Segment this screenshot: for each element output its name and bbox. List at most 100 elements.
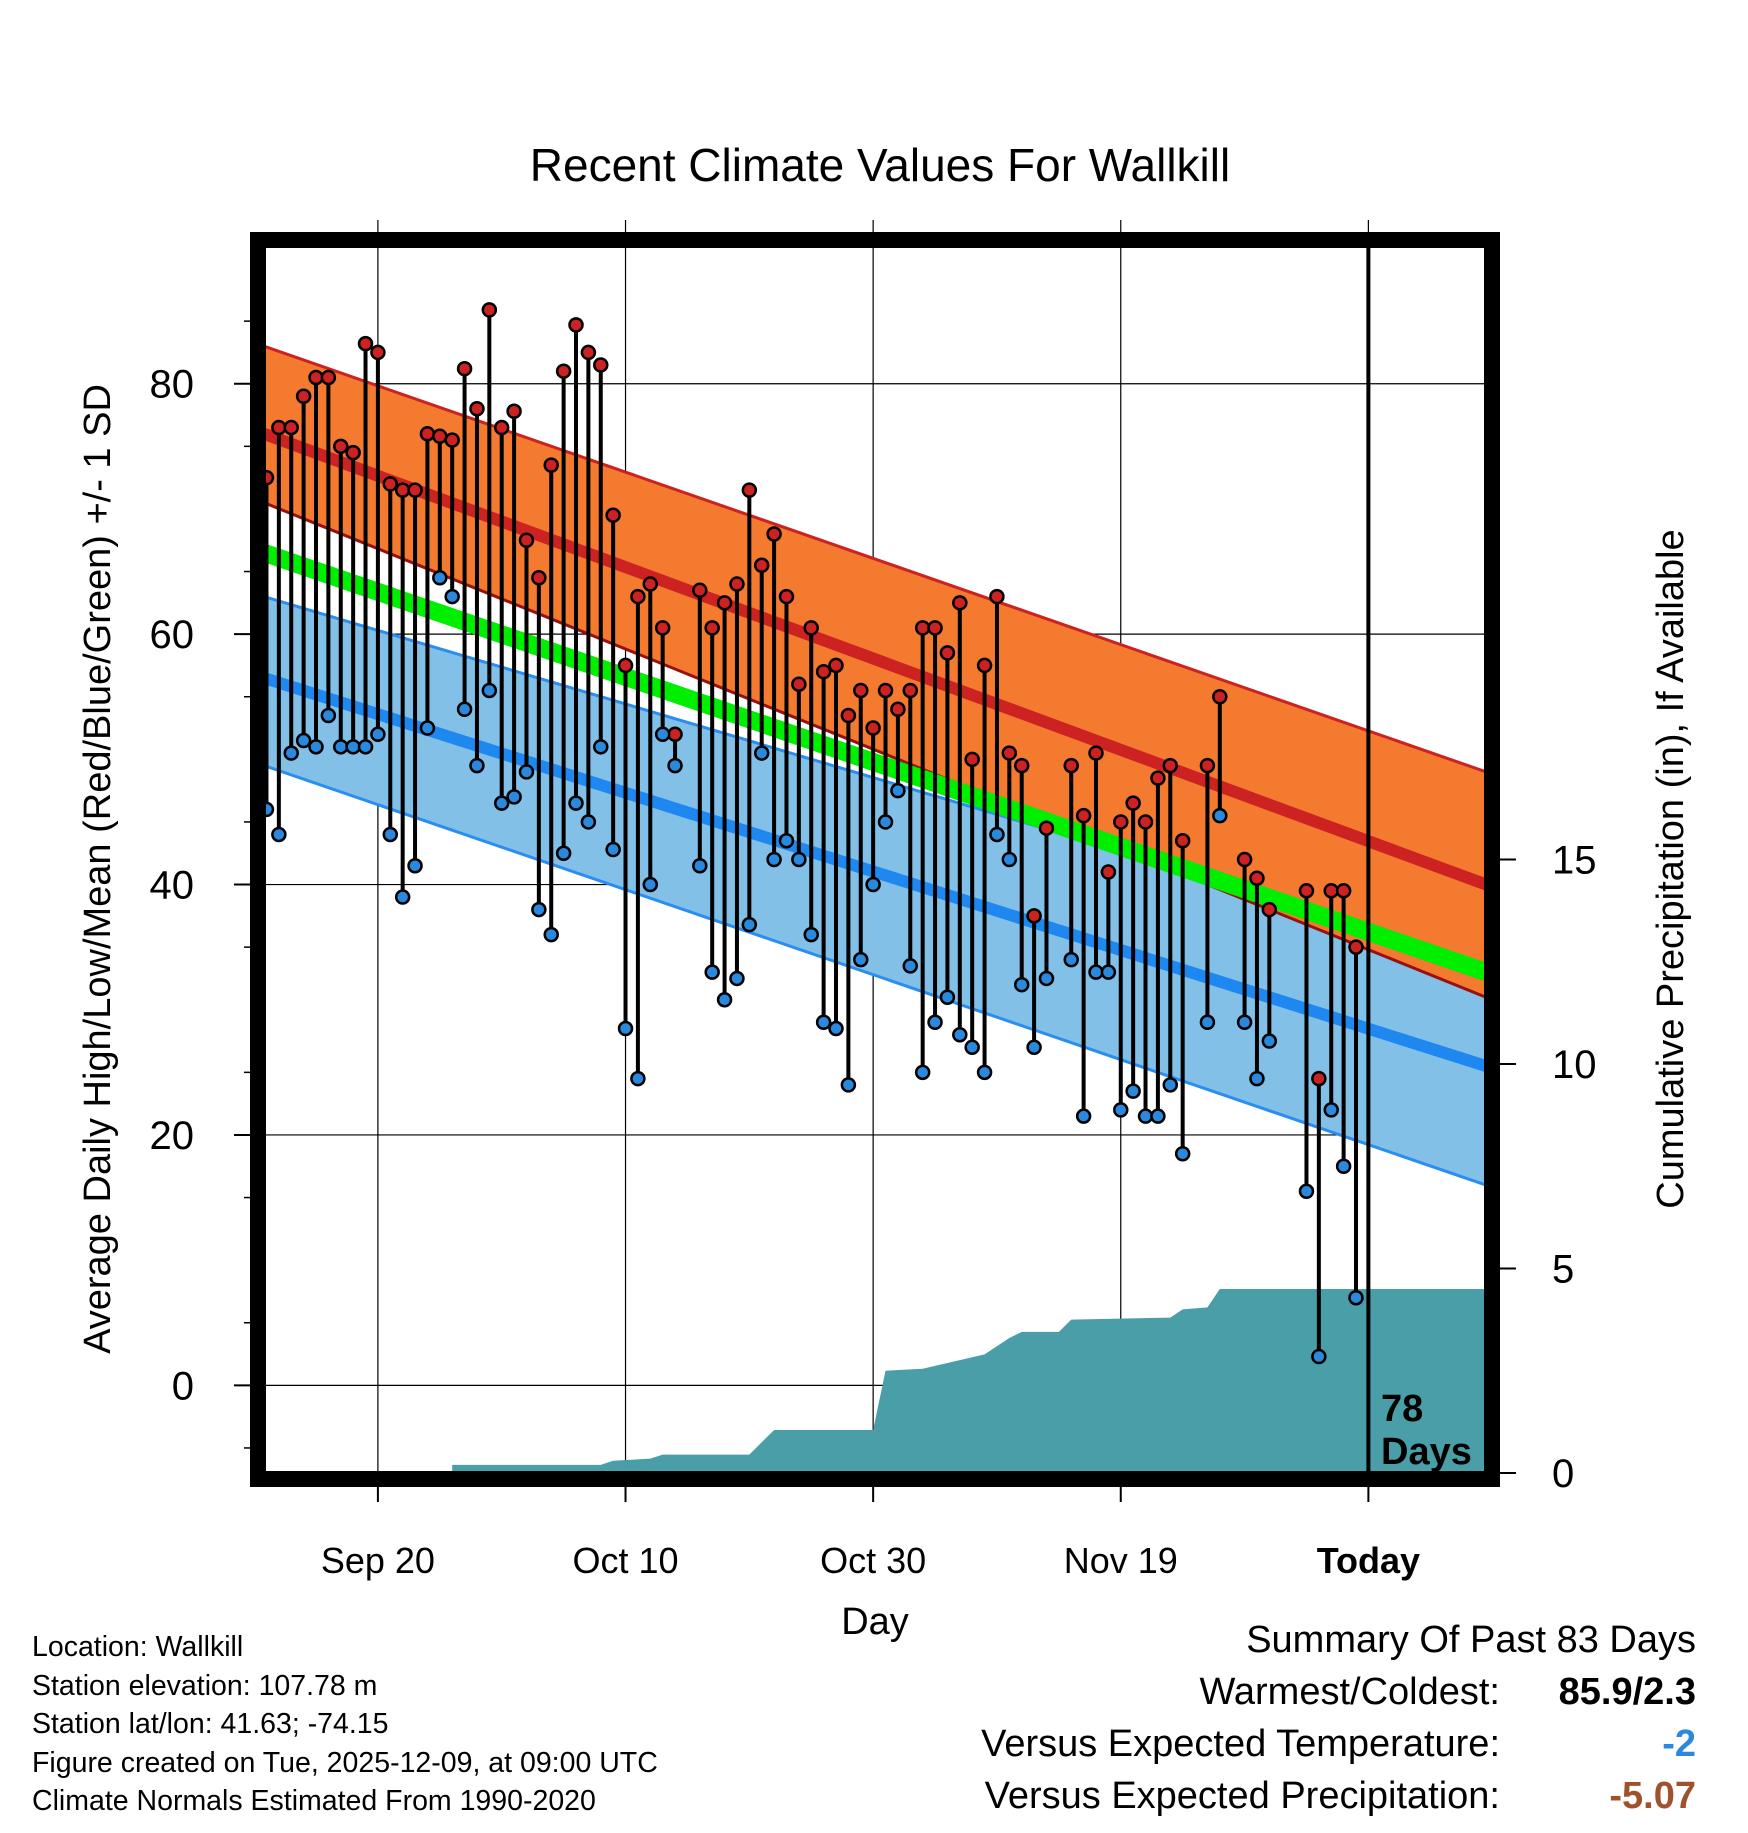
high-point — [1001, 745, 1018, 761]
low-point — [370, 726, 386, 743]
chart-title: Recent Climate Values For Wallkill — [530, 139, 1230, 191]
low-point — [1013, 976, 1030, 993]
high-point — [1100, 864, 1117, 880]
low-point — [1088, 964, 1104, 980]
high-point — [1298, 883, 1315, 899]
high-point — [1113, 814, 1129, 830]
high-point — [828, 657, 844, 674]
high-point — [766, 526, 782, 542]
y2-tick-label: 5 — [1552, 1248, 1574, 1292]
low-point — [654, 726, 671, 743]
high-point — [555, 363, 572, 379]
high-point — [308, 369, 324, 386]
low-point — [308, 739, 324, 755]
high-point — [1335, 883, 1352, 899]
high-point — [394, 482, 411, 498]
high-point — [1088, 745, 1104, 761]
high-point — [320, 369, 337, 386]
created-text: Figure created on Tue, 2025-12-09, at 09… — [32, 1746, 658, 1779]
high-point — [716, 595, 733, 611]
low-point — [593, 739, 609, 755]
low-point — [1323, 1102, 1339, 1118]
high-point — [1323, 883, 1339, 899]
low-point — [493, 795, 510, 811]
low-point — [295, 732, 312, 749]
high-point — [890, 701, 906, 718]
high-point — [1261, 901, 1278, 918]
high-point — [741, 482, 758, 498]
high-point — [1199, 757, 1216, 774]
low-point — [1174, 1145, 1191, 1162]
low-point — [1125, 1083, 1141, 1099]
high-point — [493, 419, 510, 436]
high-normal-line — [264, 428, 1486, 891]
high-point — [704, 620, 720, 636]
low-point — [580, 814, 597, 830]
y2-tick-label: 10 — [1552, 1043, 1597, 1087]
x-tick-label: Sep 20 — [321, 1540, 435, 1581]
low-point — [803, 926, 819, 943]
low-point — [853, 951, 869, 968]
daily-points — [258, 302, 1364, 1365]
y2-axis-label: Cumulative Precipitation (in), If Availa… — [1650, 529, 1692, 1208]
high-point — [1026, 908, 1042, 924]
high-point — [1150, 770, 1166, 786]
low-point — [630, 1070, 646, 1087]
summary-panel: Summary Of Past 83 Days Warmest/Coldest:… — [981, 1614, 1696, 1822]
high-point — [1249, 870, 1265, 887]
high-point — [989, 588, 1005, 605]
high-point — [1311, 1070, 1327, 1087]
low-point — [642, 876, 659, 893]
high-point — [1063, 757, 1079, 774]
x-tick-label: Today — [1317, 1540, 1420, 1581]
normals-text: Climate Normals Estimated From 1990-2020 — [32, 1785, 596, 1817]
low-point — [939, 989, 956, 1005]
low-point — [840, 1077, 857, 1093]
high-point — [964, 751, 980, 768]
low-point — [345, 739, 361, 755]
low-point — [394, 889, 411, 905]
warmest-coldest-value: 85.9/2.3 — [1558, 1671, 1696, 1713]
high-point — [518, 532, 535, 548]
low-point — [1113, 1102, 1129, 1118]
low-point — [543, 926, 559, 943]
high-point — [295, 388, 312, 404]
high-point — [345, 444, 361, 461]
low-point — [1001, 851, 1018, 868]
high-point — [444, 432, 460, 448]
precip-area — [264, 1288, 1486, 1473]
temp-versus-label: Versus Expected Temperature: — [981, 1723, 1500, 1765]
today-days-word: Days — [1381, 1431, 1472, 1473]
y-tick-label: 60 — [150, 613, 195, 657]
high-point — [370, 344, 386, 361]
low-point — [952, 1027, 968, 1043]
high-point — [283, 419, 299, 436]
low-point — [1150, 1108, 1166, 1124]
low-point — [815, 1014, 832, 1031]
high-point — [568, 317, 584, 333]
high-point — [593, 357, 609, 373]
x-tick-label: Oct 10 — [572, 1540, 678, 1581]
low-point — [778, 832, 795, 849]
high-point — [1212, 688, 1228, 705]
high-point — [605, 507, 621, 523]
low-point — [320, 707, 337, 724]
warmest-coldest-row: Warmest/Coldest: 85.9/2.3 — [981, 1666, 1696, 1718]
temp-versus-row: Versus Expected Temperature: -2 — [981, 1718, 1696, 1770]
low-point — [518, 764, 535, 780]
low-point — [419, 720, 436, 736]
low-point — [444, 588, 460, 605]
low-point — [1212, 807, 1228, 824]
high-point — [1162, 757, 1179, 774]
axes: 0 20 40 60 80 0 5 10 15 Sep 20 Oct 10 Oct 30 Nov 19 T… — [150, 320, 1597, 1581]
station-info: Location: Wallkill Station elevation: 10… — [32, 1628, 658, 1821]
low-point — [1026, 1039, 1042, 1056]
low-point — [506, 789, 522, 805]
low-point — [531, 901, 547, 918]
precip-versus-row: Versus Expected Precipitation: -5.07 — [981, 1770, 1696, 1822]
high-point — [753, 557, 770, 574]
high-point — [617, 657, 634, 674]
high-point — [840, 707, 857, 724]
